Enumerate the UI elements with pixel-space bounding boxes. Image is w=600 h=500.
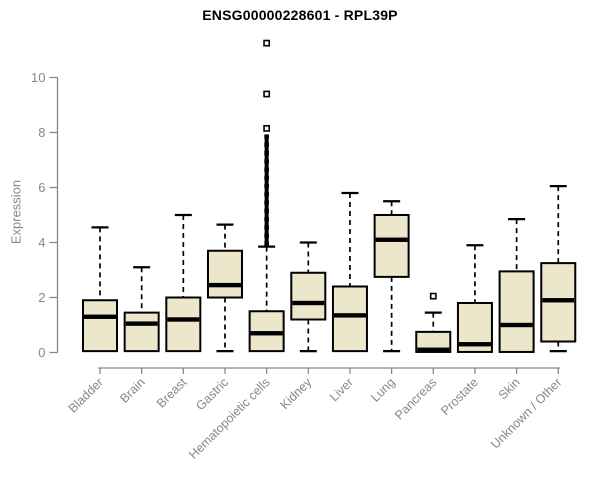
box-unknown-other [540, 185, 577, 353]
y-tick-label: 6 [38, 180, 45, 195]
iqr-box [165, 296, 202, 353]
median-line [250, 331, 283, 336]
x-tick-label-kidney: Kidney [277, 375, 314, 412]
x-tick-label-hematopoietic-cells: Hematopoietic cells [186, 375, 273, 462]
median-line [167, 317, 200, 322]
outlier-point [263, 39, 271, 47]
y-tick-label: 10 [31, 70, 45, 85]
outlier-point [264, 233, 269, 238]
box-hematopoietic-cells [248, 39, 285, 353]
box-kidney [290, 241, 327, 353]
x-tick-label-breast: Breast [154, 375, 190, 411]
iqr-box [82, 299, 118, 353]
median-line [375, 237, 408, 242]
outlier-point [264, 142, 269, 148]
x-tick-label-brain: Brain [117, 375, 148, 406]
median-line [333, 313, 366, 318]
outlier-point [264, 150, 269, 156]
outlier-point [264, 183, 269, 189]
outlier-point [429, 292, 437, 300]
outlier-point [264, 208, 269, 214]
box-pancreas [415, 292, 452, 353]
iqr-box [415, 330, 452, 353]
median-line [125, 321, 158, 326]
x-tick-label-pancreas: Pancreas [392, 375, 439, 422]
outlier-point [263, 90, 271, 98]
median-line [458, 342, 491, 347]
x-tick-label-skin: Skin [496, 375, 523, 402]
median-line [417, 347, 450, 352]
median-line [208, 282, 241, 288]
chart-title: ENSG00000228601 - RPL39P [202, 7, 398, 23]
iqr-box [331, 285, 368, 353]
box-lung [373, 200, 410, 353]
box-bladder [82, 226, 118, 353]
outlier-point [264, 134, 269, 139]
outlier-point [264, 216, 269, 222]
box-brain [123, 266, 160, 353]
median-line [542, 298, 575, 303]
median-line [292, 300, 325, 306]
box-prostate [456, 244, 493, 353]
box-gastric [206, 223, 243, 353]
y-axis: 0 2 4 6 8 10 [31, 70, 59, 360]
box-skin [498, 218, 535, 353]
outlier-point [264, 225, 269, 230]
y-tick-label: 4 [38, 235, 45, 250]
outlier-point [264, 167, 269, 172]
outlier-band [264, 135, 269, 244]
outlier-point [264, 200, 269, 205]
outlier-point [264, 175, 269, 181]
iqr-box [206, 249, 243, 299]
x-tick-label-lung: Lung [368, 375, 398, 405]
outlier-point [264, 241, 269, 247]
x-tick-label-liver: Liver [327, 375, 356, 404]
median-line [500, 322, 533, 328]
median-line [84, 314, 116, 319]
iqr-box [373, 214, 410, 278]
y-tick-label: 8 [38, 125, 45, 140]
y-tick-label: 0 [38, 345, 45, 360]
box-breast [165, 213, 202, 353]
outlier-point [263, 124, 271, 132]
outlier-point [264, 192, 269, 197]
iqr-box [498, 270, 535, 353]
y-tick-label: 2 [38, 290, 45, 305]
x-tick-label-gastric: Gastric [193, 375, 231, 413]
iqr-box [290, 271, 327, 321]
outlier-point [264, 159, 269, 164]
x-tick-label-prostate: Prostate [438, 375, 481, 418]
iqr-box [123, 311, 160, 353]
box-liver [331, 191, 368, 353]
x-tick-label-unknown-other: Unknown / Other [488, 375, 564, 451]
x-tick-label-bladder: Bladder [66, 375, 106, 415]
